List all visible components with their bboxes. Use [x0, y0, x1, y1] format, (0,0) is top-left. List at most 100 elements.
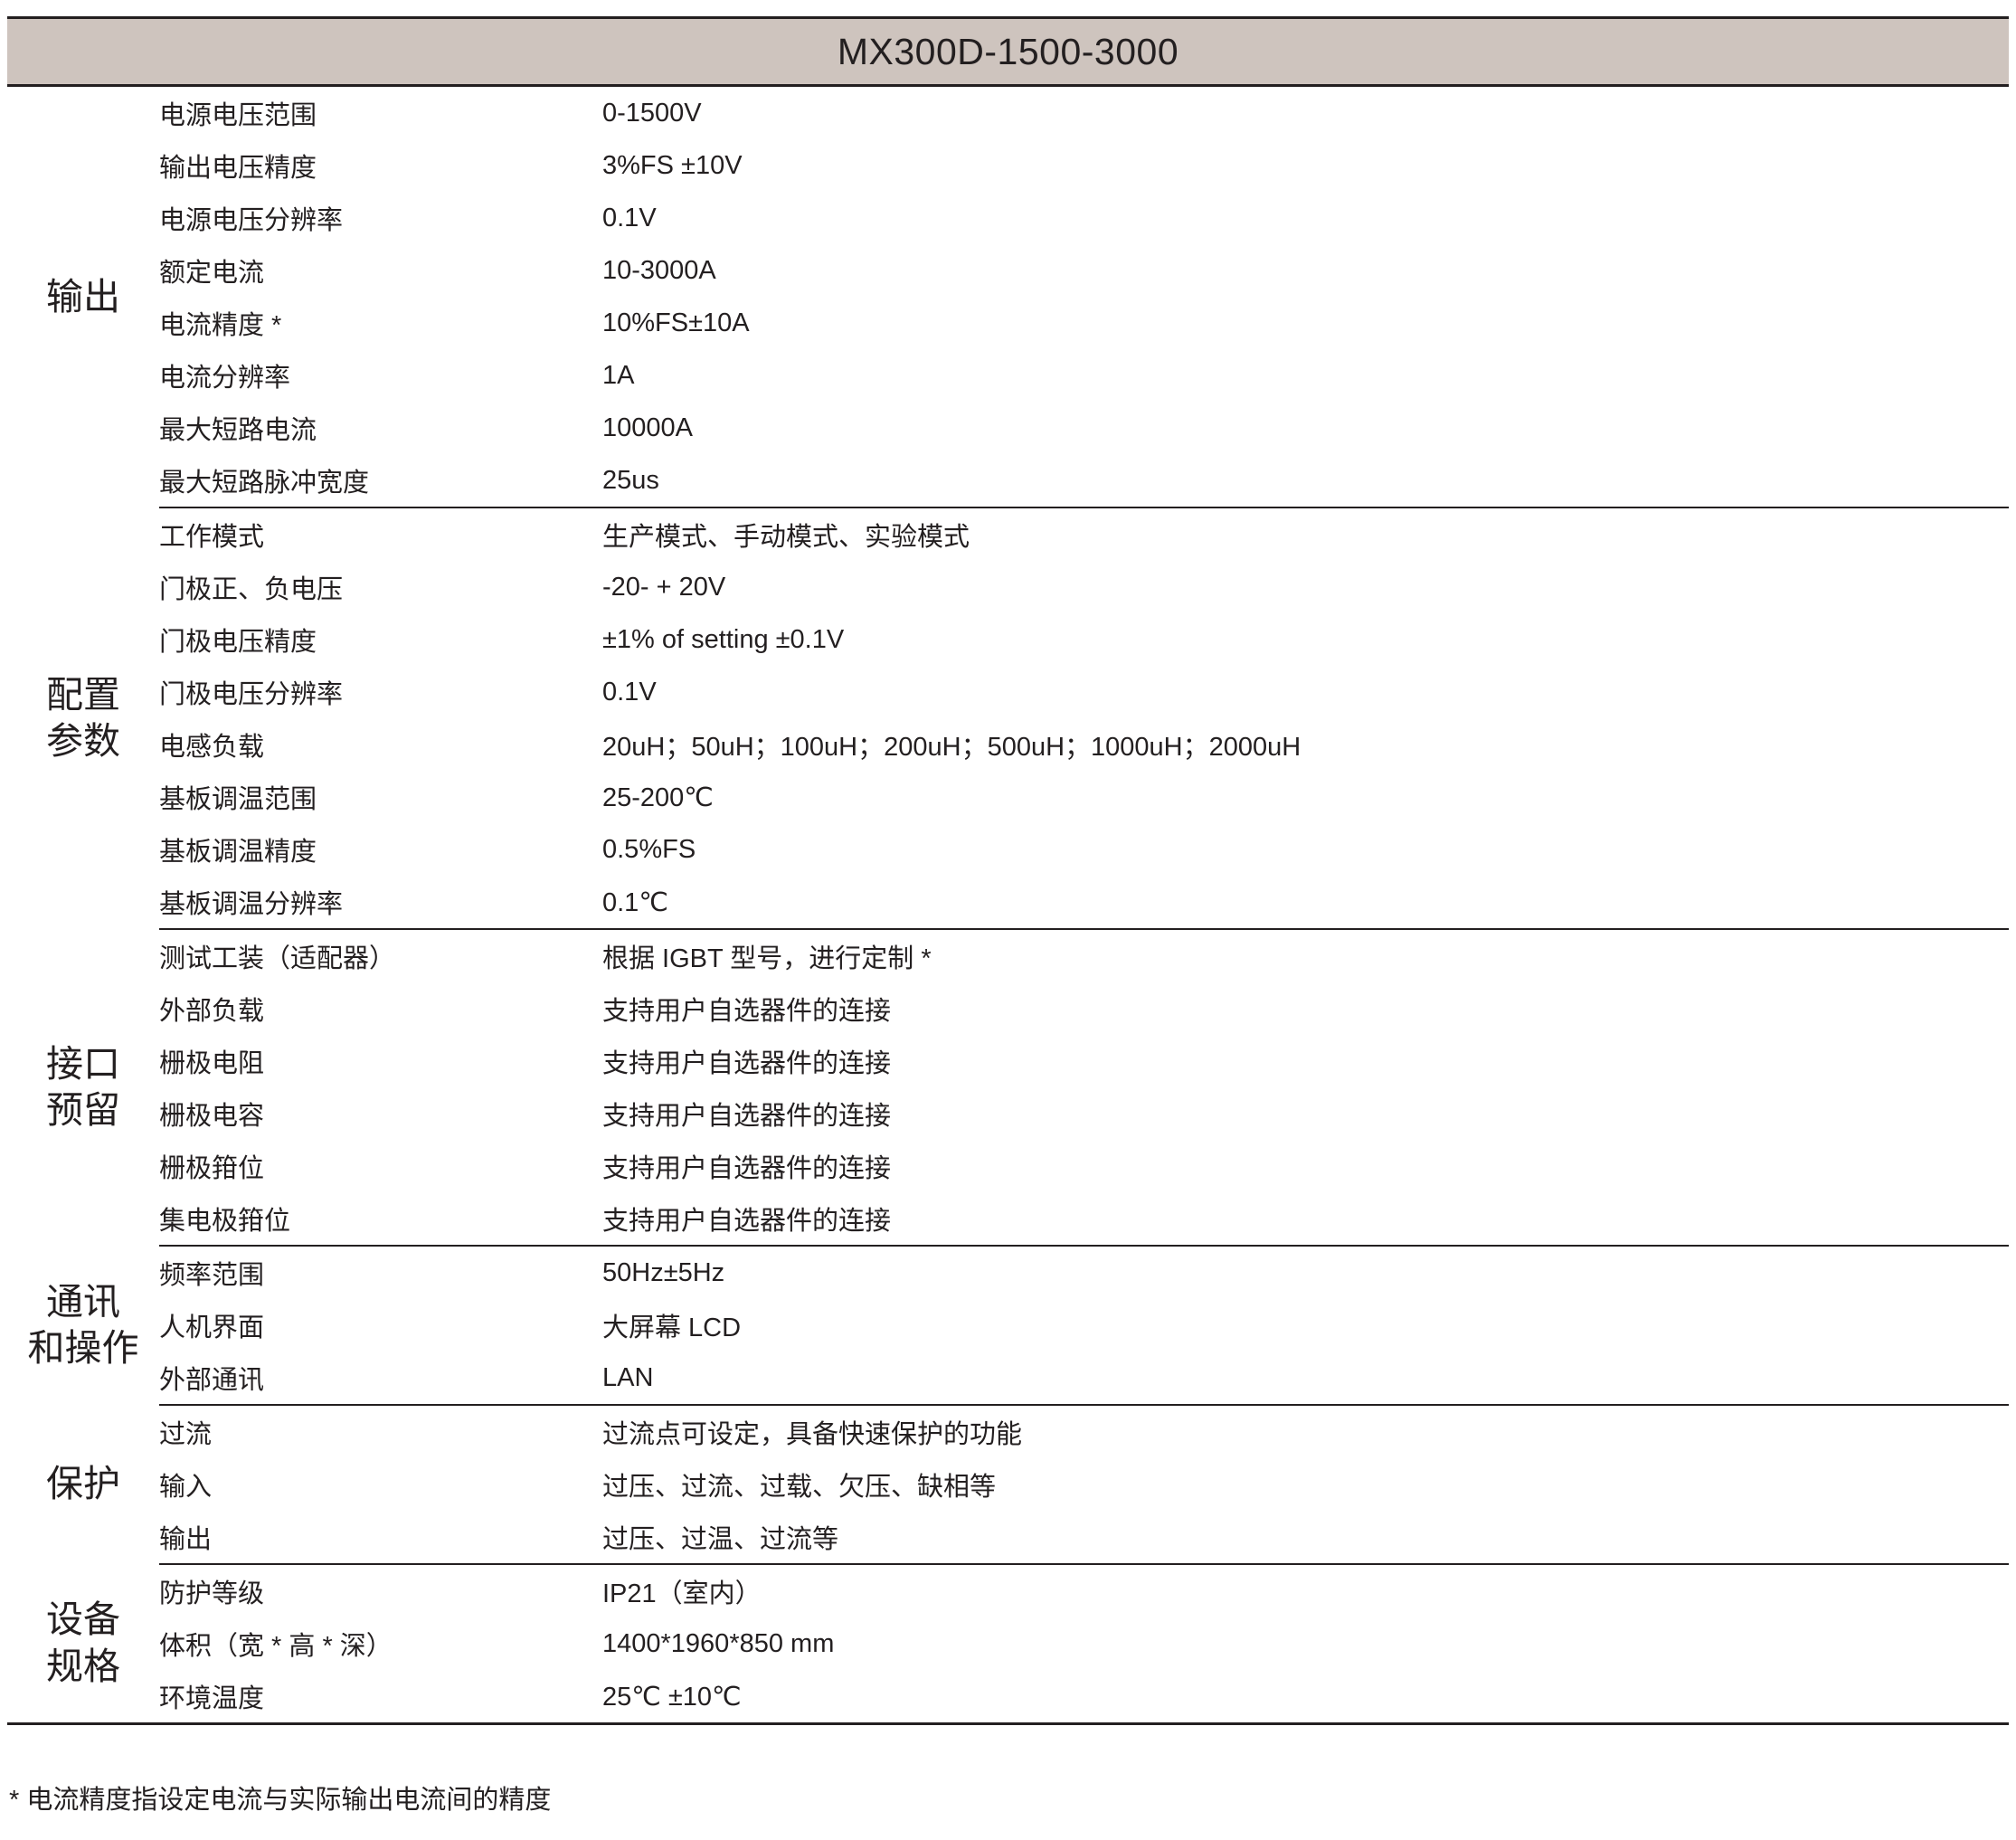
table-header-row: MX300D-1500-3000	[7, 17, 2009, 87]
parameter-value: 0.1V	[602, 677, 657, 707]
parameter-value: IP21（室内）	[602, 1579, 762, 1608]
table-row: 额定电流 10-3000A	[7, 244, 2009, 297]
table-row: 门极正、负电压 -20- + 20V	[7, 561, 2009, 613]
section-group-line: 保护	[46, 1463, 120, 1505]
table-row: 通讯 和操作 频率范围 50Hz±5Hz	[7, 1246, 2009, 1370]
parameter-label: 门极电压精度	[159, 628, 317, 657]
parameter-label: 最大短路电流	[159, 416, 317, 445]
table-row: 电流精度 * 10%FS±10A	[7, 297, 2009, 349]
parameter-value: 10000A	[602, 413, 693, 442]
parameter-value: 20uH；50uH；100uH；200uH；500uH；1000uH；2000u…	[602, 733, 1301, 762]
parameter-label: 基板调温精度	[159, 838, 317, 867]
parameter-value: 支持用户自选器件的连接	[602, 1192, 2009, 1247]
parameter-value: 支持用户自选器件的连接	[602, 997, 892, 1026]
parameter-label: 电感负载	[159, 733, 265, 762]
parameter-value: ±1% of setting ±0.1V	[602, 624, 845, 654]
parameter-value: 25℃ ±10℃	[602, 1682, 742, 1712]
section-group-line: 通讯	[46, 1280, 120, 1323]
parameter-label: 栅极电容	[159, 1102, 265, 1131]
parameter-value: 0-1500V	[602, 98, 702, 128]
parameter-label: 外部负载	[159, 997, 265, 1026]
parameter-value: 0.5%FS	[602, 834, 696, 864]
table-row: 人机界面 大屏幕 LCD	[7, 1299, 2009, 1352]
section-group-label: 接口 预留	[7, 929, 159, 1246]
table-row: 外部通讯 LAN	[7, 1352, 2009, 1406]
table-row: 门极电压分辨率 0.1V	[7, 666, 2009, 718]
specification-table: MX300D-1500-3000 输出 电源电压范围 0-1500V 输出电压精度 3%…	[7, 16, 2009, 1725]
table-row: 保护 过流 过流点可设定，具备快速保护的功能	[7, 1405, 2009, 1504]
table-row: 集电极箝位 支持用户自选器件的连接	[7, 1192, 2009, 1247]
section-group-line: 输出	[46, 275, 120, 318]
section-group-line: 规格	[46, 1645, 120, 1687]
parameter-value: 1A	[602, 360, 635, 390]
parameter-label: 栅极电阻	[159, 1049, 265, 1078]
parameter-label: 体积（宽 * 高 * 深）	[159, 1632, 393, 1661]
parameter-value: 过压、过流、过载、欠压、缺相等	[602, 1473, 997, 1502]
section-group-line: 和操作	[27, 1327, 139, 1369]
parameter-value: 3%FS ±10V	[602, 150, 743, 180]
table-row: 基板调温精度 0.5%FS	[7, 823, 2009, 876]
table-body: MX300D-1500-3000 输出 电源电压范围 0-1500V 输出电压精度 3%…	[7, 17, 2009, 1724]
parameter-value: 0.1V	[602, 203, 657, 232]
parameter-value: 1400*1960*850 mm	[602, 1628, 835, 1658]
parameter-label: 测试工装（适配器）	[159, 944, 396, 973]
parameter-value: 根据 IGBT 型号，进行定制 *	[602, 944, 932, 973]
section-group-label: 通讯 和操作	[7, 1246, 159, 1405]
table-row: 体积（宽 * 高 * 深） 1400*1960*850 mm	[7, 1617, 2009, 1670]
table-row: 电源电压分辨率 0.1V	[7, 192, 2009, 244]
parameter-label: 最大短路脉冲宽度	[159, 454, 602, 508]
parameter-label: 基板调温范围	[159, 785, 317, 814]
table-row: 接口 预留 测试工装（适配器） 根据 IGBT 型号，进行定制 *	[7, 929, 2009, 1131]
parameter-label: 栅极箝位	[159, 1154, 265, 1183]
section-group-line: 参数	[46, 720, 120, 762]
table-row: 栅极电阻 支持用户自选器件的连接	[7, 1035, 2009, 1087]
parameter-value: 支持用户自选器件的连接	[602, 1154, 892, 1183]
spec-sheet-page: MX300D-1500-3000 输出 电源电压范围 0-1500V 输出电压精度 3%…	[0, 16, 2016, 1840]
parameter-label: 门极电压分辨率	[159, 680, 344, 709]
parameter-value: 支持用户自选器件的连接	[602, 1049, 892, 1078]
table-row: 栅极电容 支持用户自选器件的连接	[7, 1087, 2009, 1140]
parameter-value: 过压、过温、过流等	[602, 1511, 2009, 1565]
parameter-label: 电源电压分辨率	[159, 206, 344, 235]
table-row: 门极电压精度 ±1% of setting ±0.1V	[7, 613, 2009, 666]
parameter-value: 大屏幕 LCD	[602, 1314, 742, 1342]
table-row: 基板调温范围 25-200℃	[7, 771, 2009, 823]
table-row: 电流分辨率 1A	[7, 349, 2009, 402]
model-title: MX300D-1500-3000	[7, 17, 2009, 87]
section-group-label: 输出	[7, 86, 159, 508]
parameter-label: 输出电压精度	[159, 154, 317, 183]
parameter-value: 25us	[602, 454, 2009, 508]
section-group-label: 设备 规格	[7, 1564, 159, 1724]
parameter-value: 过流点可设定，具备快速保护的功能	[602, 1420, 1023, 1449]
parameter-label: 防护等级	[159, 1579, 265, 1608]
parameter-label: 基板调温分辨率	[159, 876, 602, 930]
parameter-value: LAN	[602, 1352, 2009, 1406]
table-row: 最大短路电流 10000A	[7, 402, 2009, 454]
parameter-value: 0.1℃	[602, 876, 2009, 930]
parameter-value: 10%FS±10A	[602, 308, 750, 337]
parameter-label: 电源电压范围	[159, 101, 317, 130]
table-row: 电感负载 20uH；50uH；100uH；200uH；500uH；1000uH；2…	[7, 718, 2009, 771]
table-row: 环境温度 25℃ ±10℃	[7, 1670, 2009, 1724]
table-row: 最大短路脉冲宽度 25us	[7, 454, 2009, 508]
section-group-label: 配置 参数	[7, 507, 159, 929]
parameter-label: 输出	[159, 1511, 602, 1565]
section-group-line: 预留	[46, 1089, 120, 1131]
table-row: 栅极箝位 支持用户自选器件的连接	[7, 1140, 2009, 1192]
parameter-label: 输入	[159, 1473, 213, 1502]
parameter-value: 生产模式、手动模式、实验模式	[602, 523, 970, 552]
parameter-label: 工作模式	[159, 523, 265, 552]
parameter-value: 10-3000A	[602, 255, 716, 285]
parameter-label: 人机界面	[159, 1314, 265, 1342]
parameter-label: 集电极箝位	[159, 1192, 602, 1247]
table-row: 外部负载 支持用户自选器件的连接	[7, 982, 2009, 1035]
parameter-label: 电流分辨率	[159, 364, 291, 393]
parameter-label: 外部通讯	[159, 1352, 602, 1406]
section-group-line: 接口	[46, 1042, 120, 1085]
parameter-label: 频率范围	[159, 1261, 265, 1290]
table-row: 配置 参数 工作模式 生产模式、手动模式、实验模式	[7, 507, 2009, 762]
table-row: 输出 过压、过温、过流等	[7, 1511, 2009, 1565]
section-group-line: 设备	[46, 1598, 120, 1641]
section-group-label: 保护	[7, 1405, 159, 1564]
parameter-value: -20- + 20V	[602, 572, 726, 602]
